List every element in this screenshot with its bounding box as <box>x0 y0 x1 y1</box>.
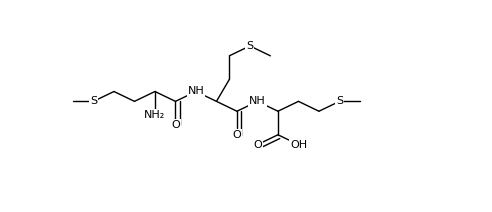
Text: NH₂: NH₂ <box>144 110 166 120</box>
Text: O: O <box>253 140 262 150</box>
Text: OH: OH <box>290 140 307 150</box>
Text: S: S <box>246 41 253 51</box>
Text: NH: NH <box>249 96 266 106</box>
Text: O: O <box>233 130 242 140</box>
Text: S: S <box>90 96 97 106</box>
Text: O: O <box>171 120 180 130</box>
Text: S: S <box>336 96 343 106</box>
Text: NH: NH <box>187 86 204 96</box>
